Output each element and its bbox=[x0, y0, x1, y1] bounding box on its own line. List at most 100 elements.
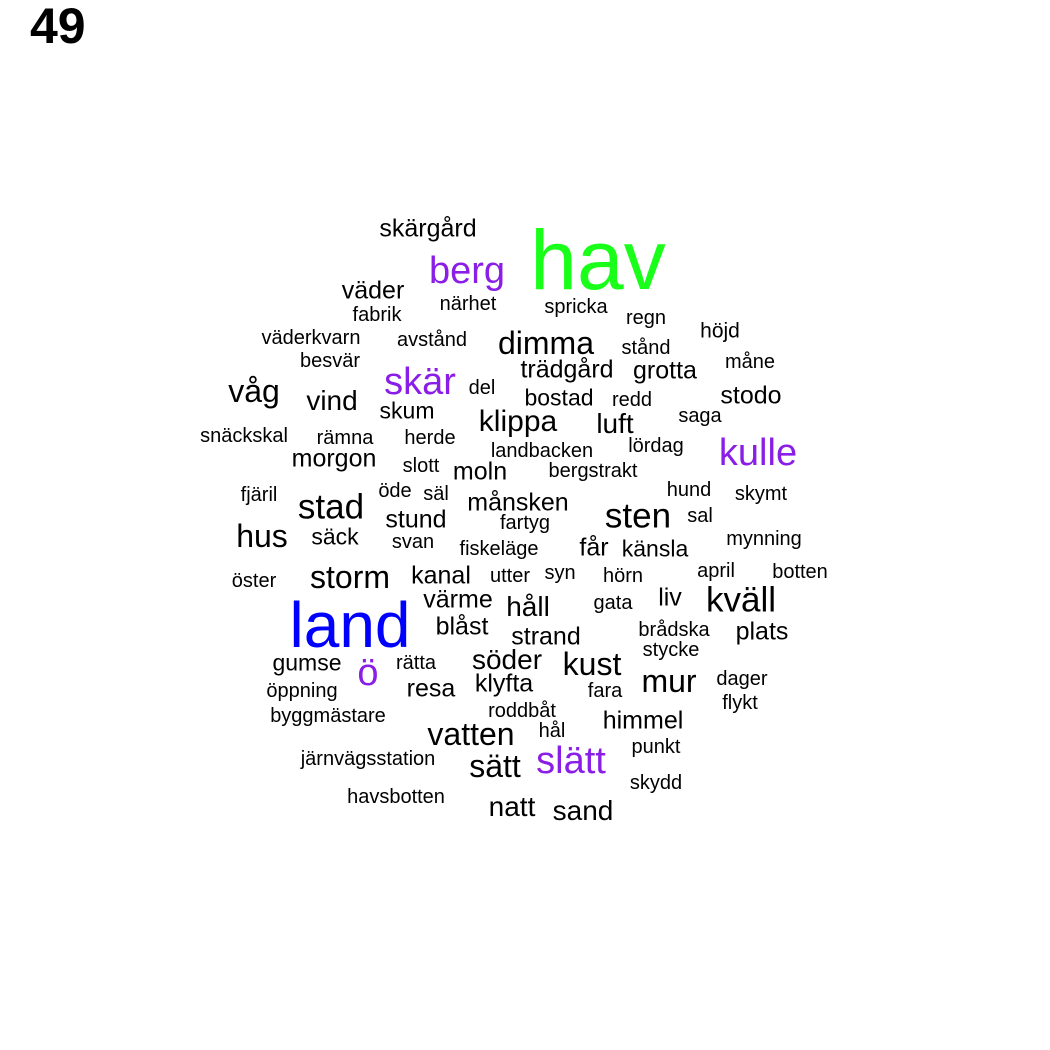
word-71: kväll bbox=[705, 580, 777, 620]
word-94: järnvägsstation bbox=[300, 748, 436, 770]
word-28: skum bbox=[379, 397, 435, 424]
word-75: plats bbox=[735, 617, 789, 646]
word-34: herde bbox=[404, 427, 456, 449]
word-66: öster bbox=[231, 570, 277, 592]
word-84: öppning bbox=[266, 680, 338, 702]
word-76: stycke bbox=[642, 639, 700, 661]
word-57: känsla bbox=[621, 535, 689, 562]
word-52: hus bbox=[236, 518, 288, 554]
word-43: säl bbox=[423, 483, 449, 505]
word-30: luft bbox=[596, 408, 634, 439]
word-79: söder bbox=[471, 644, 543, 675]
word-36: lördag bbox=[628, 435, 684, 457]
word-38: slott bbox=[402, 455, 440, 477]
word-56: får bbox=[579, 533, 609, 562]
word-14: väderkvarn bbox=[261, 327, 361, 349]
word-58: mynning bbox=[726, 528, 802, 550]
word-61: utter bbox=[489, 565, 531, 587]
word-97: havsbotten bbox=[347, 786, 445, 808]
word-33: rämna bbox=[316, 427, 374, 449]
word-1: land bbox=[289, 589, 411, 661]
word-59: storm bbox=[310, 559, 390, 595]
word-27: vind bbox=[306, 385, 358, 416]
word-47: månsken bbox=[467, 488, 569, 517]
word-70: liv bbox=[658, 583, 682, 612]
word-0: hav bbox=[530, 213, 666, 307]
word-37: morgon bbox=[291, 444, 377, 473]
word-87: flykt bbox=[722, 692, 758, 714]
word-29: klippa bbox=[478, 405, 558, 438]
word-45: skymt bbox=[734, 483, 788, 505]
word-25: redd bbox=[611, 389, 653, 411]
word-67: värme bbox=[423, 585, 493, 614]
word-82: mur bbox=[641, 663, 697, 699]
word-31: saga bbox=[678, 405, 722, 427]
word-78: rätta bbox=[395, 652, 437, 674]
word-13: höjd bbox=[700, 319, 740, 343]
word-88: byggmästare bbox=[270, 705, 386, 727]
word-4: kulle bbox=[718, 432, 798, 474]
word-68: håll bbox=[506, 591, 550, 622]
word-80: kust bbox=[562, 646, 622, 682]
word-5: ö bbox=[357, 652, 379, 694]
word-44: hund bbox=[666, 479, 712, 501]
page-number: 49 bbox=[30, 0, 86, 54]
word-20: trädgård bbox=[520, 355, 614, 384]
word-50: fartyg bbox=[499, 512, 551, 534]
word-2: berg bbox=[428, 250, 506, 292]
word-85: resa bbox=[406, 674, 456, 703]
word-83: dager bbox=[716, 668, 768, 690]
word-21: grotta bbox=[633, 356, 697, 385]
word-19: måne bbox=[724, 351, 776, 373]
word-91: hål bbox=[538, 720, 566, 742]
word-90: himmel bbox=[602, 706, 684, 735]
word-22: våg bbox=[228, 373, 280, 409]
word-6: slätt bbox=[536, 740, 606, 782]
word-12: regn bbox=[625, 307, 667, 329]
word-16: dimma bbox=[497, 325, 595, 361]
word-41: fjäril bbox=[240, 484, 278, 506]
word-69: gata bbox=[593, 592, 633, 614]
word-54: svan bbox=[391, 531, 435, 553]
word-3: skär bbox=[384, 361, 456, 403]
word-64: april bbox=[697, 560, 735, 582]
word-18: besvär bbox=[299, 350, 361, 372]
word-89: roddbåt bbox=[488, 700, 556, 722]
word-35: landbacken bbox=[490, 440, 594, 462]
word-7: skärgård bbox=[379, 214, 477, 243]
word-53: säck bbox=[311, 523, 359, 550]
word-40: bergstrakt bbox=[548, 460, 638, 482]
word-81: klyfta bbox=[474, 669, 534, 698]
word-73: strand bbox=[511, 622, 581, 651]
word-65: botten bbox=[772, 561, 828, 583]
word-8: väder bbox=[341, 276, 405, 305]
word-96: skydd bbox=[629, 772, 683, 794]
word-32: snäckskal bbox=[200, 425, 288, 447]
word-74: brådska bbox=[638, 619, 710, 641]
word-72: blåst bbox=[435, 612, 489, 641]
word-11: fabrik bbox=[352, 304, 402, 326]
word-46: stad bbox=[297, 487, 365, 527]
word-60: kanal bbox=[411, 561, 471, 590]
word-9: närhet bbox=[439, 293, 497, 315]
word-51: sal bbox=[687, 505, 713, 527]
word-26: stodo bbox=[720, 381, 782, 410]
word-42: öde bbox=[378, 480, 412, 502]
word-62: syn bbox=[544, 562, 576, 584]
word-77: gumse bbox=[272, 649, 342, 676]
word-15: avstånd bbox=[396, 329, 468, 351]
word-10: spricka bbox=[544, 296, 608, 318]
word-93: punkt bbox=[631, 736, 681, 758]
word-99: sand bbox=[552, 795, 614, 826]
word-98: natt bbox=[488, 791, 536, 822]
word-86: fara bbox=[587, 680, 623, 702]
word-23: del bbox=[468, 377, 496, 399]
word-39: moln bbox=[452, 457, 508, 486]
word-63: hörn bbox=[602, 565, 644, 587]
word-55: fiskeläge bbox=[459, 538, 539, 560]
word-92: vatten bbox=[427, 716, 515, 752]
word-49: stund bbox=[385, 505, 447, 534]
word-24: bostad bbox=[524, 384, 594, 411]
word-17: stånd bbox=[621, 337, 671, 359]
